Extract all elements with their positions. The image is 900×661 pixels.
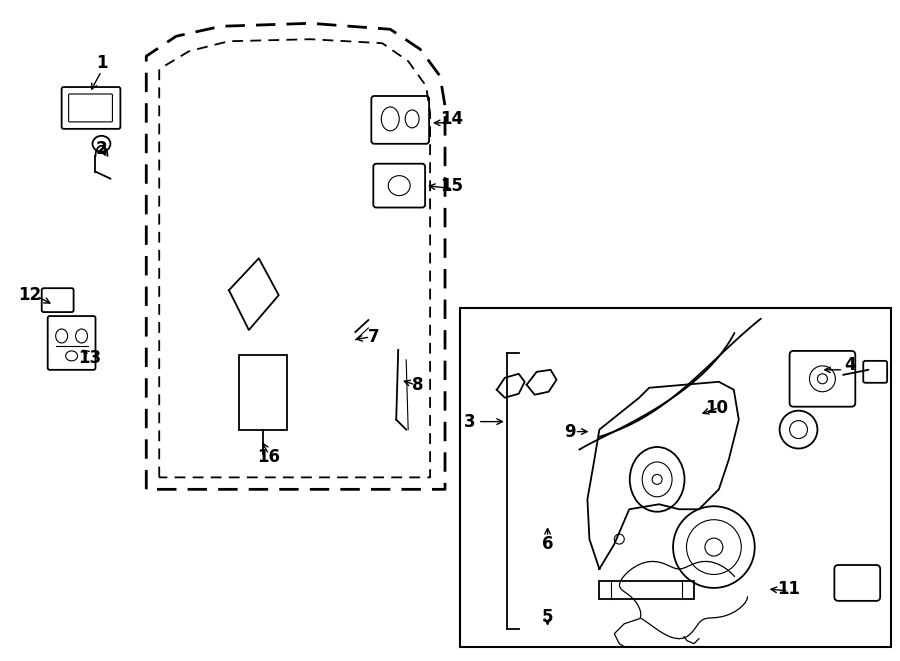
Text: 11: 11 bbox=[777, 580, 800, 598]
Text: 7: 7 bbox=[367, 328, 379, 346]
Text: 1: 1 bbox=[95, 54, 107, 72]
Text: 8: 8 bbox=[412, 375, 424, 394]
Bar bbox=[460, 308, 891, 646]
Text: 16: 16 bbox=[257, 448, 280, 467]
Text: 3: 3 bbox=[464, 412, 476, 430]
Bar bbox=[238, 355, 287, 430]
Text: 2: 2 bbox=[95, 139, 107, 158]
Text: 9: 9 bbox=[563, 422, 575, 441]
Text: 14: 14 bbox=[440, 110, 464, 128]
Text: 10: 10 bbox=[706, 399, 728, 416]
Text: 12: 12 bbox=[18, 286, 41, 304]
Text: 13: 13 bbox=[78, 349, 101, 367]
Text: 6: 6 bbox=[542, 535, 554, 553]
Bar bbox=[599, 581, 694, 599]
Text: 4: 4 bbox=[844, 356, 856, 374]
Text: 5: 5 bbox=[542, 608, 554, 626]
Text: 15: 15 bbox=[440, 176, 464, 194]
